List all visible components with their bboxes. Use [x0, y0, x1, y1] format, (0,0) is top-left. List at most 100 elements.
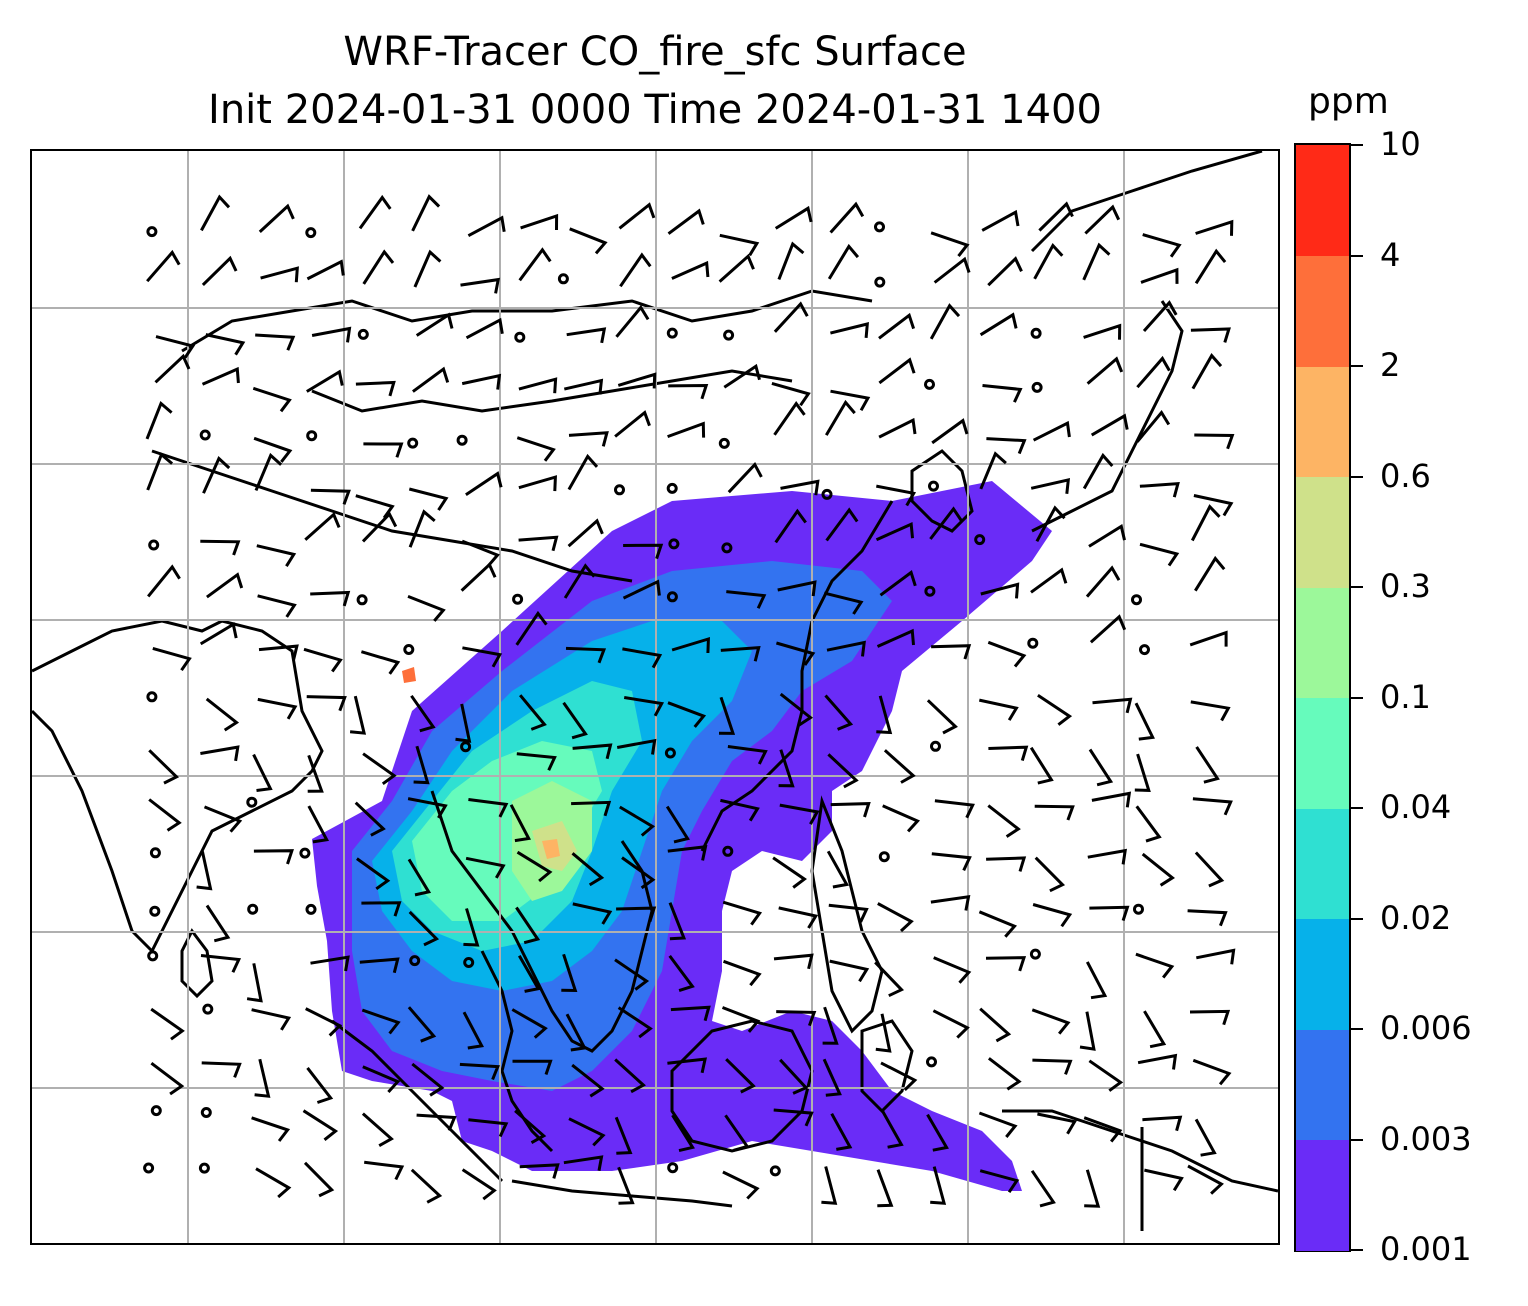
calm-wind-marker [199, 429, 211, 441]
wind-barb [518, 247, 552, 282]
wind-barb [617, 1006, 653, 1039]
wind-barb [1032, 420, 1071, 442]
wind-barb [616, 738, 657, 755]
calm-wind-marker [512, 593, 524, 605]
colorbar-tick [1351, 917, 1363, 920]
calm-wind-marker [722, 845, 734, 857]
coastline-sumatra [331, 1019, 504, 1183]
calm-wind-marker [299, 847, 311, 859]
calm-wind-marker [305, 227, 317, 239]
wind-barb [410, 694, 436, 733]
wind-barb [779, 1058, 809, 1095]
wind-barb [773, 301, 809, 333]
wind-barb [774, 508, 807, 544]
wind-barb [306, 259, 345, 281]
wind-barb [718, 253, 755, 283]
calm-wind-marker [1030, 327, 1042, 339]
coastline-java [511, 1179, 733, 1208]
wind-barb [460, 562, 497, 592]
wind-barb [407, 595, 446, 622]
wind-barb [1137, 1053, 1178, 1070]
wind-barb [621, 856, 656, 890]
calm-wind-marker [1139, 644, 1150, 656]
wind-barb [926, 1113, 949, 1152]
wind-barb [1192, 1058, 1232, 1086]
wind-barb [822, 1058, 842, 1097]
wind-barb [722, 959, 762, 987]
wind-barb [623, 543, 664, 560]
wind-barb [773, 1108, 814, 1127]
colorbar-segment [1296, 1139, 1349, 1251]
colorbar-segment [1296, 808, 1349, 919]
calm-wind-marker [149, 847, 161, 859]
wind-barb [777, 241, 805, 280]
wind-barb [354, 801, 386, 837]
wind-barb [775, 641, 816, 666]
wind-barb [722, 1170, 760, 1200]
wind-barb [568, 1117, 606, 1147]
colorbar-tick-label: 0.1 [1380, 677, 1431, 716]
calm-wind-marker [146, 691, 158, 703]
wind-barb [1195, 219, 1234, 236]
wind-barb [1084, 1169, 1101, 1208]
wind-barb [876, 695, 893, 735]
wind-barb [571, 800, 612, 817]
wind-barb [668, 383, 709, 400]
calm-wind-marker [930, 740, 941, 752]
wind-barb [727, 745, 768, 765]
wind-barb [146, 452, 174, 491]
wind-barb [671, 1114, 695, 1153]
wind-barb [561, 953, 578, 993]
wind-barb [667, 421, 706, 439]
calm-wind-marker [666, 327, 678, 339]
wind-barb [465, 317, 504, 340]
wind-barb [516, 850, 553, 883]
wind-barb [719, 233, 760, 257]
wind-barb [1087, 848, 1127, 865]
wind-barb [779, 692, 814, 727]
calm-wind-marker [926, 1056, 937, 1068]
wind-barb [1089, 905, 1130, 922]
wind-barb [1192, 797, 1233, 816]
wind-barb [514, 1109, 547, 1145]
wind-barb [152, 646, 192, 672]
wind-barb [463, 908, 480, 947]
calm-wind-marker [668, 538, 680, 550]
colorbar-tick-label: 0.003 [1380, 1119, 1472, 1158]
colorbar-tick [1351, 1249, 1363, 1251]
calm-wind-marker [356, 594, 368, 606]
wind-barb [882, 804, 921, 833]
wind-barb [1035, 505, 1066, 543]
wind-barb [985, 956, 1027, 972]
colorbar-tick [1351, 1138, 1363, 1141]
colorbar-segment [1296, 1029, 1349, 1140]
wind-barb [987, 640, 1027, 668]
wind-barb [255, 1167, 292, 1199]
wind-barb [829, 201, 865, 234]
wind-barb [196, 851, 213, 891]
wind-barb [251, 1008, 292, 1031]
coastline-sri-lanka [180, 928, 214, 999]
wind-barb [1088, 524, 1126, 548]
wind-barb [520, 213, 559, 231]
calm-wind-marker [306, 430, 318, 442]
wind-barb [933, 956, 972, 984]
wind-barb [1136, 410, 1171, 443]
colorbar-tick-label: 2 [1380, 346, 1401, 384]
wind-barb [310, 488, 351, 505]
wind-barb [361, 1008, 401, 1035]
wind-barb [255, 333, 296, 351]
wind-barb [878, 417, 917, 439]
wind-barb [1140, 267, 1179, 284]
wind-barb [723, 363, 761, 389]
wind-barb [1084, 204, 1121, 235]
wind-barb [411, 1062, 445, 1097]
coastline-philippines [810, 795, 884, 1034]
wind-barb [311, 326, 352, 343]
wind-barb [518, 475, 557, 492]
wind-barb [981, 209, 1020, 232]
wind-barb [257, 594, 297, 618]
wind-barb [254, 452, 283, 491]
calm-wind-marker [305, 903, 317, 915]
wind-barb [1032, 903, 1073, 928]
